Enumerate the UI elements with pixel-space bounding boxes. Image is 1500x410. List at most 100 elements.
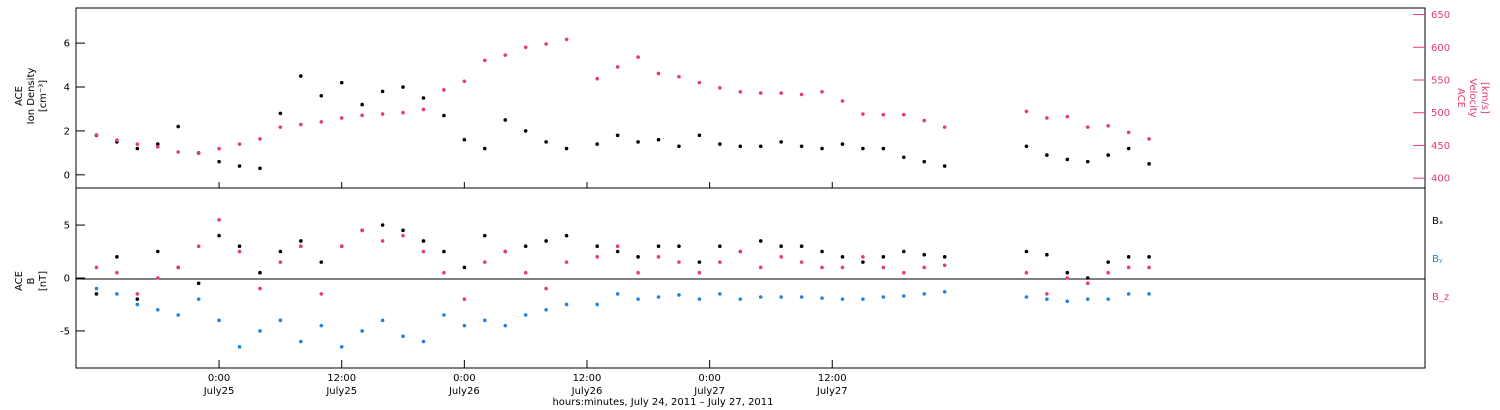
by-point	[237, 345, 242, 349]
x-tick-label-time: 12:00	[818, 373, 847, 384]
top-right-tick-label: 600	[1431, 43, 1450, 54]
bx-point	[217, 233, 221, 238]
ion-density-point	[901, 155, 906, 160]
bz-point	[1045, 292, 1049, 296]
by-point	[718, 292, 722, 296]
bx-point	[299, 239, 303, 243]
by-point	[1085, 297, 1090, 301]
velocity-point	[544, 42, 548, 46]
x-tick-label-time: 0:00	[453, 373, 475, 384]
ion-density-point	[217, 159, 221, 164]
velocity-point	[1024, 109, 1029, 114]
ion-density-point	[339, 80, 344, 85]
velocity-point	[442, 88, 446, 92]
x-tick-label-time: 12:00	[573, 373, 602, 384]
velocity-point	[278, 125, 283, 129]
ion-density-point	[1024, 144, 1029, 149]
bz-point	[94, 265, 99, 270]
by-point	[758, 295, 763, 299]
velocity-point	[1045, 116, 1049, 120]
velocity-point	[135, 142, 140, 146]
by-point	[401, 334, 405, 339]
by-point	[380, 318, 385, 323]
top-panel-frame	[75, 7, 1426, 189]
ion-density-point	[503, 118, 508, 122]
ion-density-point	[1147, 162, 1151, 166]
bz-point	[217, 217, 221, 222]
by-point	[881, 295, 886, 299]
bz-point	[1126, 265, 1131, 270]
by-point	[840, 297, 845, 301]
bx-point	[564, 233, 569, 238]
velocity-point	[718, 86, 722, 90]
velocity-point	[176, 150, 180, 154]
velocity-point	[196, 151, 201, 156]
velocity-point	[738, 89, 743, 94]
top-right-ylabel-line2: Velocity	[1467, 78, 1478, 117]
bx-point	[718, 244, 722, 249]
velocity-point	[758, 91, 763, 95]
by-point	[155, 307, 160, 312]
bottom-tick-label: 0	[64, 274, 70, 285]
bz-point	[299, 244, 303, 249]
by-point	[319, 323, 324, 328]
by-point	[922, 292, 927, 296]
bz-point	[564, 260, 569, 264]
ion-density-point	[1126, 146, 1131, 151]
bx-point	[697, 260, 702, 264]
bz-point	[401, 233, 405, 238]
ion-density-point	[779, 140, 783, 144]
by-point	[779, 295, 783, 299]
by-point	[697, 297, 702, 301]
bx-point	[1147, 255, 1151, 259]
top-left-ylabel-line3: [cm⁻³]	[38, 80, 49, 112]
bx-point	[196, 281, 201, 286]
x-tick-label-time: 0:00	[698, 373, 720, 384]
velocity-point	[503, 53, 508, 57]
ion-density-point	[299, 74, 303, 78]
velocity-point	[861, 112, 865, 116]
velocity-point	[237, 142, 242, 146]
bz-point	[656, 255, 661, 259]
x-tick-label-date: July25	[203, 386, 235, 397]
bx-point	[278, 249, 283, 254]
bz-point	[697, 270, 702, 275]
velocity-point	[881, 112, 886, 117]
velocity-point	[462, 79, 467, 84]
by-point	[482, 318, 487, 323]
ion-density-point	[636, 140, 640, 144]
bx-point	[523, 244, 528, 249]
bx-point	[94, 292, 99, 296]
bz-point	[360, 228, 364, 233]
by-point	[544, 307, 548, 312]
ion-density-point	[135, 146, 140, 151]
bx-point	[135, 297, 140, 301]
ion-density-point	[840, 142, 845, 146]
bz-point	[718, 260, 722, 264]
bx-point	[595, 244, 600, 249]
top-left-ylabel-line2: Ion Density	[26, 68, 37, 125]
by-point	[339, 345, 344, 349]
velocity-point	[677, 74, 681, 79]
bx-point	[656, 244, 661, 249]
bz-point	[544, 286, 548, 291]
bz-point	[820, 265, 824, 270]
x-tick-label-date: July27	[816, 386, 848, 397]
bottom-ylabel-line3: [nT]	[38, 271, 49, 291]
top-left-tick-label: 4	[64, 83, 70, 94]
bz-point	[523, 270, 528, 275]
ion-density-point	[656, 137, 661, 142]
ion-density-point	[401, 85, 405, 89]
by-point	[115, 292, 119, 296]
velocity-point	[656, 71, 661, 76]
bottom-series-group	[94, 217, 1151, 349]
top-right-ylabel-line3: [km/s]	[1479, 82, 1490, 114]
bx-point	[380, 223, 385, 227]
top-left-tick-label: 2	[64, 126, 70, 137]
velocity-point	[1147, 137, 1151, 141]
velocity-point	[319, 120, 324, 124]
by-point	[615, 292, 620, 296]
bz-point	[1065, 276, 1070, 280]
ion-density-point	[697, 133, 702, 138]
bz-point	[442, 270, 446, 275]
